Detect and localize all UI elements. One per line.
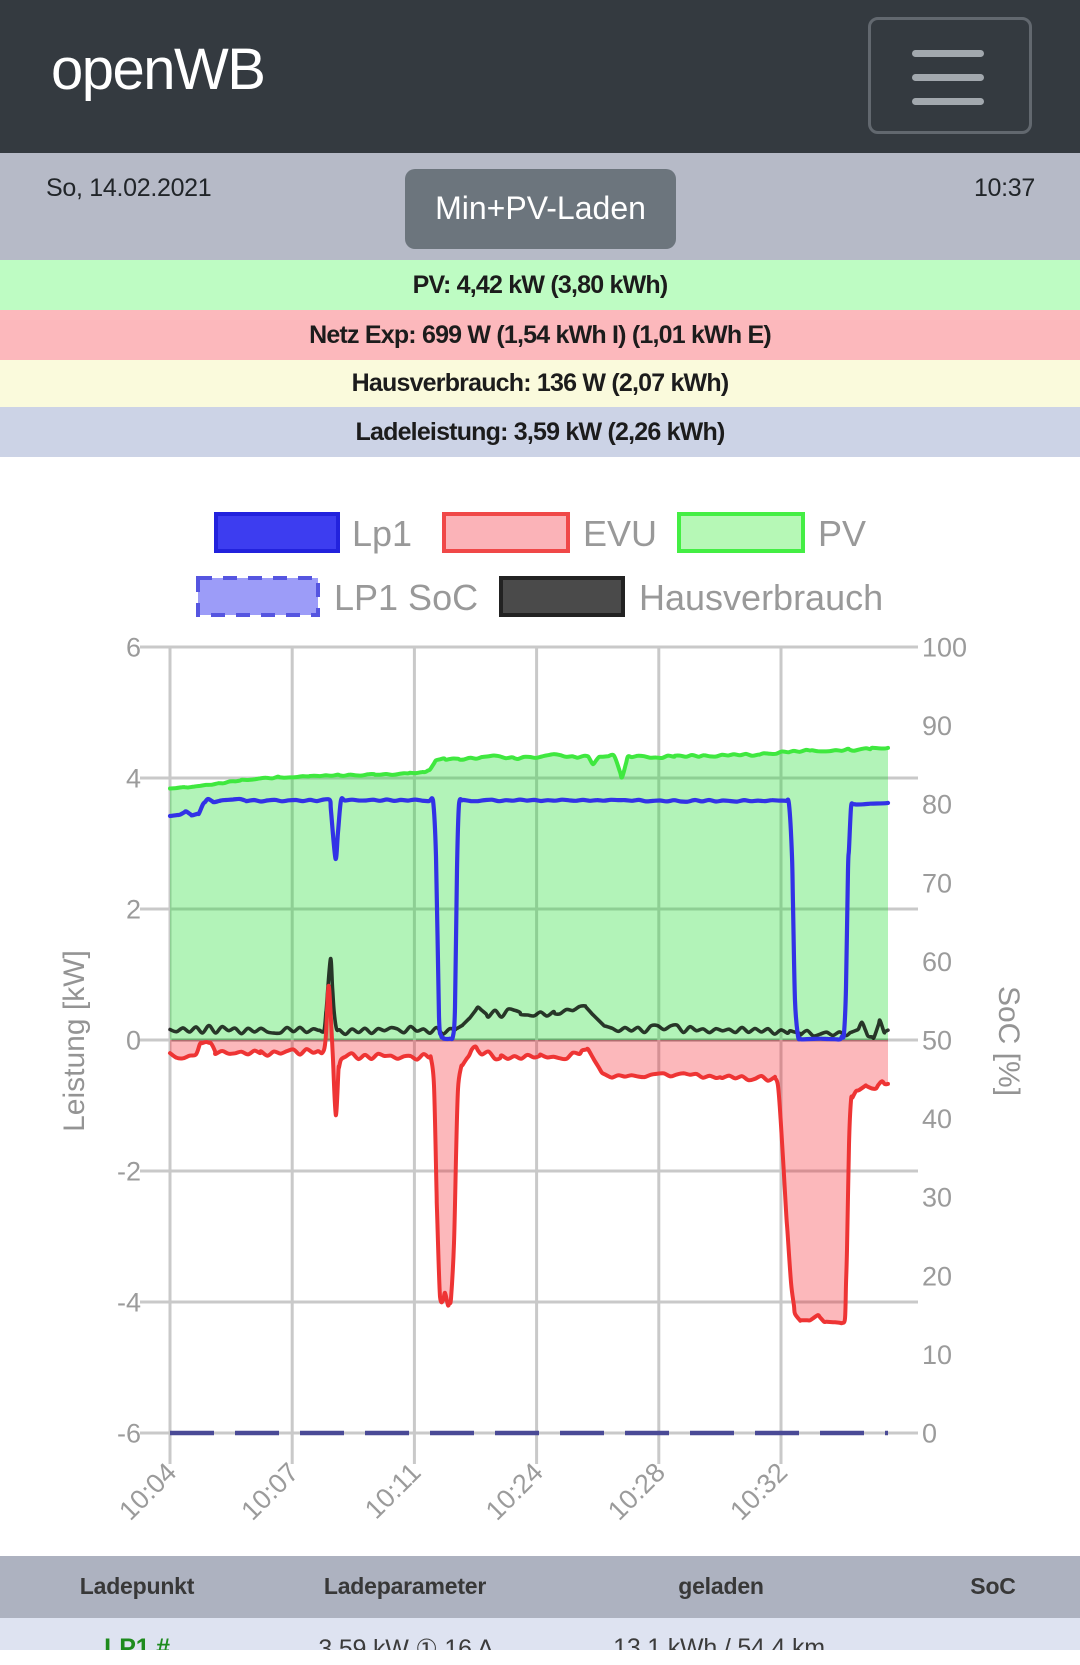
svg-text:EVU: EVU: [583, 513, 657, 554]
svg-text:60: 60: [922, 947, 952, 977]
svg-text:20: 20: [922, 1261, 952, 1291]
svg-text:Hausverbrauch: Hausverbrauch: [639, 577, 883, 618]
svg-text:Leistung [kW]: Leistung [kW]: [58, 950, 91, 1132]
svg-text:0: 0: [922, 1419, 937, 1449]
svg-text:10:04: 10:04: [113, 1457, 182, 1526]
svg-text:80: 80: [922, 790, 952, 820]
svg-text:-4: -4: [117, 1288, 141, 1318]
svg-text:40: 40: [922, 1104, 952, 1134]
svg-text:4: 4: [126, 764, 141, 794]
svg-text:50: 50: [922, 1026, 952, 1056]
svg-text:2: 2: [126, 895, 141, 925]
svg-text:6: 6: [126, 633, 141, 663]
svg-text:0: 0: [126, 1026, 141, 1056]
svg-text:-2: -2: [117, 1157, 141, 1187]
svg-text:90: 90: [922, 711, 952, 741]
svg-text:10:07: 10:07: [235, 1457, 304, 1526]
svg-text:LP1 SoC: LP1 SoC: [334, 577, 478, 618]
svg-text:100: 100: [922, 633, 967, 663]
svg-text:10:24: 10:24: [480, 1457, 549, 1526]
svg-text:10:11: 10:11: [359, 1457, 427, 1525]
svg-text:Lp1: Lp1: [352, 513, 412, 554]
svg-text:-6: -6: [117, 1419, 141, 1449]
svg-text:70: 70: [922, 868, 952, 898]
svg-text:10: 10: [922, 1340, 952, 1370]
svg-text:SoC [%]: SoC [%]: [992, 986, 1025, 1096]
svg-text:PV: PV: [818, 513, 866, 554]
svg-text:10:28: 10:28: [602, 1457, 671, 1526]
svg-text:10:32: 10:32: [724, 1457, 793, 1526]
svg-text:30: 30: [922, 1183, 952, 1213]
